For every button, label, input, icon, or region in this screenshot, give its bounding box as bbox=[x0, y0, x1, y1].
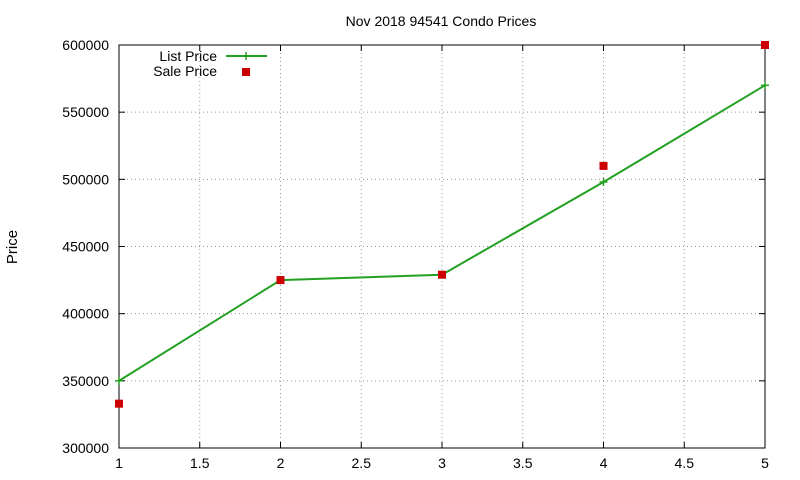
x-tick-label: 3 bbox=[438, 455, 446, 471]
y-tick-label: 450000 bbox=[62, 239, 109, 255]
x-tick-label: 1 bbox=[115, 455, 123, 471]
data-point-list-price bbox=[115, 376, 123, 385]
legend-label-list-price: List Price bbox=[159, 48, 217, 64]
data-point-sale-price bbox=[115, 399, 123, 408]
data-point-sale-price bbox=[276, 276, 285, 285]
x-tick-label: 3.5 bbox=[513, 455, 533, 471]
y-tick-label: 600000 bbox=[62, 37, 109, 53]
axis-ticks: 1 1.5 2 2.5 3 3.5 4 4.5 5 300000 350000 400000 45000… bbox=[62, 37, 769, 471]
x-tick-label: 4 bbox=[600, 455, 608, 471]
y-tick-label: 550000 bbox=[62, 104, 109, 120]
x-tick-label: 5 bbox=[761, 455, 769, 471]
x-tick-label: 2.5 bbox=[352, 455, 372, 471]
data-point-list-price bbox=[599, 178, 608, 187]
data-point-sale-price bbox=[599, 161, 608, 170]
data-point-list-price bbox=[761, 81, 769, 90]
data-point-sale-price bbox=[761, 41, 769, 49]
legend-cross-mark bbox=[242, 52, 250, 60]
y-axis-label: Price bbox=[4, 230, 21, 264]
legend-marker-list-price bbox=[242, 52, 250, 60]
y-tick-label: 350000 bbox=[62, 373, 109, 389]
chart-title: Nov 2018 94541 Condo Prices bbox=[346, 13, 537, 29]
legend-label-sale-price: Sale Price bbox=[153, 63, 217, 79]
y-tick-label: 400000 bbox=[62, 306, 109, 322]
x-tick-label: 1.5 bbox=[190, 455, 210, 471]
x-tick-label: 2 bbox=[277, 455, 285, 471]
y-tick-label: 500000 bbox=[62, 171, 109, 187]
data-point-sale-price bbox=[438, 270, 446, 279]
y-tick-label: 300000 bbox=[62, 440, 109, 456]
x-tick-label: 4.5 bbox=[675, 455, 695, 471]
legend-marker-sale-price bbox=[242, 68, 250, 76]
legend: List Price Sale Price bbox=[153, 48, 267, 79]
grid bbox=[119, 45, 765, 448]
series bbox=[115, 41, 769, 408]
